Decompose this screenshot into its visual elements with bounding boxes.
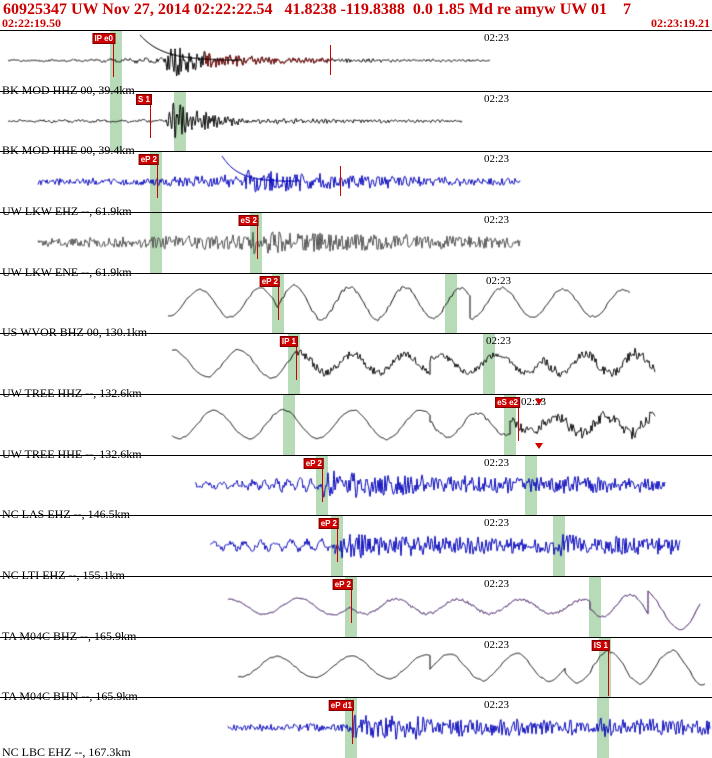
phase-pick-label[interactable]: IS 1 (591, 639, 610, 651)
phase-pick-label[interactable]: eP 2 (332, 578, 353, 590)
amplitude-marker-icon (535, 442, 543, 449)
waveform-canvas[interactable] (0, 152, 712, 212)
coda-end-marker[interactable] (340, 166, 341, 197)
trace-panel[interactable]: eP 2 02:23 TA M04C BHZ --, 165.9km (0, 576, 712, 642)
trace-panels: IP e0 02:23 BK MOD HHZ 00, 39.4km S 1 02… (0, 30, 712, 758)
event-summary-title: 60925347 UW Nov 27, 2014 02:22:22.54 41.… (3, 1, 631, 17)
trace-panel[interactable]: eP 2 02:23 NC LTI EHZ --, 155.1km (0, 516, 712, 581)
waveform-canvas[interactable] (0, 273, 712, 334)
station-channel-label: TA M04C BHN --, 165.9km (2, 689, 138, 704)
phase-pick-line[interactable] (351, 588, 352, 623)
station-channel-label: NC LBC EHZ --, 167.3km (2, 744, 131, 758)
coda-end-marker[interactable] (330, 45, 331, 75)
phase-pick-line[interactable] (257, 224, 258, 259)
station-channel-label: NC LAS EHZ --, 146.5km (2, 507, 130, 522)
phase-pick-label[interactable]: eP 2 (303, 457, 324, 469)
trace-panel[interactable]: eS e2 02:23 UW TREE HHE --, 132.6km (0, 394, 712, 460)
phase-pick-label[interactable]: eS e2 (495, 396, 520, 408)
time-tick-label: 02:23 (486, 335, 512, 348)
station-channel-label: BK MOD HHZ 00, 39.4km (2, 82, 135, 97)
waveform-canvas[interactable] (0, 516, 712, 576)
phase-pick-label[interactable]: eP 2 (138, 154, 159, 166)
waveform-canvas[interactable] (0, 455, 712, 516)
trace-panel[interactable]: eS 2 02:23 UW LKW ENE --, 61.9km (0, 212, 712, 278)
phase-pick-line[interactable] (518, 406, 519, 441)
time-tick-label: 02:23 (484, 699, 510, 712)
time-tick-label: 02:23 (484, 638, 510, 651)
station-channel-label: UW TREE HHE --, 132.6km (2, 446, 142, 461)
trace-panel[interactable]: S 1 02:23 BK MOD HHE 00, 39.4km (0, 91, 712, 158)
time-tick-label: 02:23 (484, 153, 510, 166)
phase-pick-label[interactable]: eP 2 (318, 518, 339, 530)
station-channel-label: BK MOD HHE 00, 39.4km (2, 143, 135, 158)
phase-pick-label[interactable]: eP 2 (259, 275, 280, 287)
waveform-canvas[interactable] (0, 698, 712, 758)
waveform-canvas[interactable] (0, 576, 712, 637)
trace-panel[interactable]: eP 2 02:23 US WVOR BHZ 00, 130.1km (0, 273, 712, 340)
phase-pick-line[interactable] (113, 43, 114, 77)
trace-panel[interactable]: IP e0 02:23 BK MOD HHZ 00, 39.4km (0, 31, 712, 96)
phase-pick-line[interactable] (150, 103, 151, 138)
trace-panel[interactable]: eP d1 02:23 NC LBC EHZ --, 167.3km (0, 698, 712, 758)
phase-pick-label[interactable]: eP d1 (328, 700, 354, 712)
trace-panel[interactable]: eP 2 02:23 UW LKW EHZ --, 61.9km (0, 152, 712, 217)
station-channel-label: UW LKW EHZ --, 61.9km (2, 203, 132, 218)
waveform-canvas[interactable] (0, 212, 712, 273)
waveform-canvas[interactable] (0, 91, 712, 152)
window-end-time: 02:23:19.21 (651, 16, 710, 30)
station-channel-label: US WVOR BHZ 00, 130.1km (2, 325, 148, 340)
time-window-row: 02:22:19.50 02:23:19.21 (0, 16, 712, 30)
trace-panel[interactable]: IS 1 02:23 TA M04C BHN --, 165.9km (0, 637, 712, 704)
station-channel-label: TA M04C BHZ --, 165.9km (2, 628, 137, 643)
phase-pick-line[interactable] (157, 164, 158, 199)
phase-pick-line[interactable] (352, 710, 353, 745)
trace-panel[interactable]: eP 2 02:23 NC LAS EHZ --, 146.5km (0, 455, 712, 522)
time-tick-label: 02:23 (484, 92, 510, 105)
trace-panel[interactable]: IP 1 02:23 UW TREE HHZ --, 132.6km (0, 334, 712, 399)
waveform-canvas[interactable] (0, 31, 712, 91)
phase-pick-line[interactable] (608, 649, 609, 696)
phase-pick-line[interactable] (337, 528, 338, 563)
time-tick-label: 02:23 (484, 456, 510, 469)
time-tick-label: 02:23 (486, 274, 512, 287)
waveform-canvas[interactable] (0, 394, 712, 455)
phase-pick-line[interactable] (296, 346, 297, 381)
phase-pick-label[interactable]: eS 2 (238, 214, 259, 226)
waveform-canvas[interactable] (0, 334, 712, 394)
phase-pick-label[interactable]: IP e0 (92, 33, 115, 44)
phase-pick-line[interactable] (322, 467, 323, 502)
phase-pick-label[interactable]: IP 1 (279, 336, 298, 348)
window-start-time: 02:22:19.50 (2, 16, 61, 30)
station-channel-label: NC LTI EHZ --, 155.1km (2, 567, 125, 582)
time-tick-label: 02:23 (484, 213, 510, 226)
time-tick-label: 02:23 (484, 32, 510, 44)
station-channel-label: UW LKW ENE --, 61.9km (2, 264, 132, 279)
time-tick-label: 02:23 (484, 517, 510, 530)
station-channel-label: UW TREE HHZ --, 132.6km (2, 385, 142, 400)
phase-pick-line[interactable] (278, 285, 279, 320)
phase-pick-label[interactable]: S 1 (135, 93, 152, 105)
time-tick-label: 02:23 (484, 577, 510, 590)
amplitude-marker-icon (535, 398, 543, 405)
